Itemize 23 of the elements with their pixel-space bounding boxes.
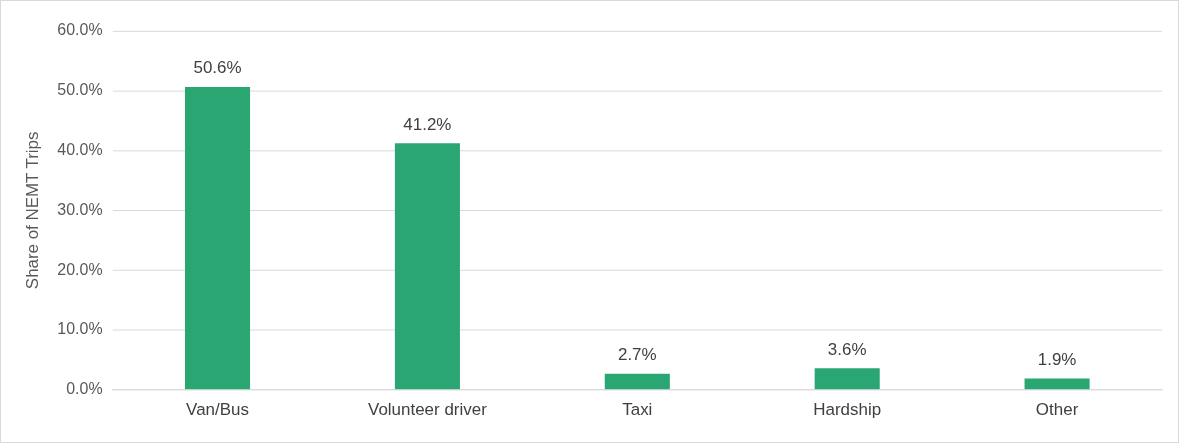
data-label: 1.9% <box>1037 349 1077 369</box>
data-label: 3.6% <box>827 339 867 359</box>
bar <box>814 368 880 390</box>
x-tick-label: Volunteer driver <box>368 399 488 419</box>
bar <box>184 87 251 390</box>
y-tick-label: 60.0% <box>57 21 103 39</box>
y-tick-label: 10.0% <box>57 320 103 338</box>
y-tick-label: 30.0% <box>57 200 103 218</box>
y-tick-label: 50.0% <box>57 81 103 99</box>
x-tick-label: Taxi <box>622 399 653 419</box>
y-tick-label: 0.0% <box>66 380 103 398</box>
y-tick-label: 20.0% <box>57 260 103 278</box>
data-label: 50.6% <box>193 58 242 78</box>
y-tick-label: 40.0% <box>57 140 103 158</box>
data-label: 41.2% <box>403 114 452 134</box>
bar <box>1024 378 1090 390</box>
x-tick-label: Van/Bus <box>186 399 249 419</box>
x-tick-label: Other <box>1035 399 1079 419</box>
x-tick-label: Hardship <box>813 399 882 419</box>
bar <box>394 143 460 390</box>
bar <box>604 373 670 390</box>
y-axis-title: Share of NEMT Trips <box>22 131 42 290</box>
data-label: 2.7% <box>617 344 657 364</box>
